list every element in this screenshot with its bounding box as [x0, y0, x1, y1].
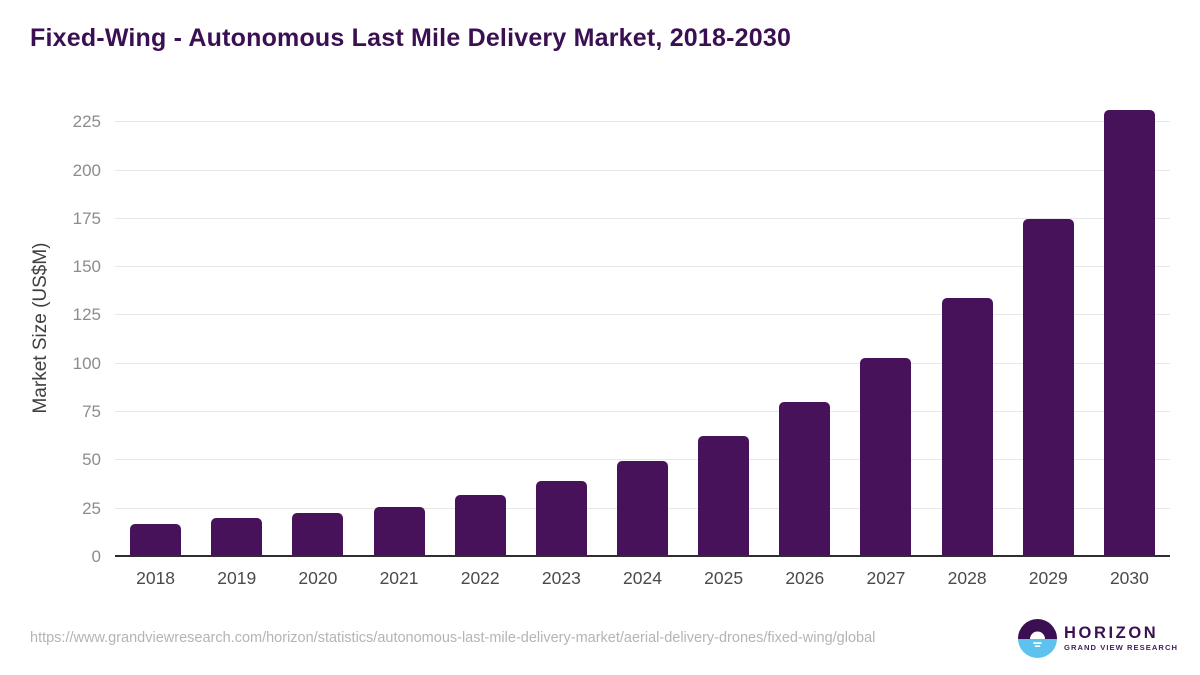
bar-2019	[211, 518, 263, 557]
y-tick-150: 150	[72, 257, 101, 277]
x-label-2029: 2029	[1028, 568, 1068, 588]
x-axis-labels: 2018 2019 2020 2021 2022 2023 2024 2025 2026 2027…	[115, 568, 1170, 594]
x-label-2019: 2019	[217, 568, 257, 588]
bar-2025	[698, 436, 750, 557]
gridline-50	[115, 459, 1170, 461]
bar-2029	[1022, 218, 1074, 557]
x-axis-line	[115, 555, 1170, 557]
horizon-sun-icon	[1018, 619, 1057, 658]
chart-title: Fixed-Wing - Autonomous Last Mile Delive…	[30, 24, 792, 52]
x-label-2020: 2020	[298, 568, 338, 588]
bar-2030	[1103, 109, 1155, 557]
bar-2023	[535, 480, 587, 557]
gridline-125	[115, 314, 1170, 316]
plot-area: 0 25 50 75 100 125 150 175 200 225	[73, 99, 1170, 566]
x-label-2030: 2030	[1109, 568, 1149, 588]
x-label-2026: 2026	[785, 568, 825, 588]
gridline-225	[115, 121, 1170, 123]
x-label-2023: 2023	[541, 568, 581, 588]
source-url: https://www.grandviewresearch.com/horizo…	[30, 630, 876, 646]
bar-2028	[941, 298, 993, 557]
x-label-2018: 2018	[136, 568, 176, 588]
gridline-150	[115, 266, 1170, 268]
logo-tagline: GRAND VIEW RESEARCH	[1064, 643, 1179, 652]
y-tick-200: 200	[72, 160, 101, 180]
y-tick-125: 125	[72, 305, 101, 325]
y-tick-225: 225	[72, 112, 101, 132]
gridline-75	[115, 411, 1170, 413]
y-tick-0: 0	[91, 547, 101, 566]
y-tick-50: 50	[82, 450, 101, 470]
logo-name: HORIZON	[1064, 624, 1159, 642]
x-label-2021: 2021	[379, 568, 419, 588]
x-label-2025: 2025	[704, 568, 744, 588]
bar-2020	[292, 512, 344, 557]
y-tick-100: 100	[72, 353, 101, 373]
gridline-200	[115, 169, 1170, 171]
gridline-175	[115, 217, 1170, 219]
gridline-100	[115, 362, 1170, 364]
bar-2022	[454, 495, 506, 557]
x-label-2027: 2027	[866, 568, 906, 588]
x-label-2028: 2028	[947, 568, 987, 588]
x-label-2022: 2022	[460, 568, 500, 588]
y-tick-75: 75	[82, 402, 101, 422]
y-tick-175: 175	[72, 208, 101, 228]
bar-2024	[617, 461, 668, 557]
bar-2021	[373, 506, 425, 557]
horizon-logo: HORIZON GRAND VIEW RESEARCH	[1018, 619, 1178, 658]
y-axis-title: Market Size (US$M)	[30, 242, 51, 414]
bar-2026	[779, 402, 831, 557]
logo-text: HORIZON GRAND VIEW RESEARCH	[1064, 624, 1178, 653]
x-label-2024: 2024	[623, 568, 662, 588]
y-tick-25: 25	[82, 498, 101, 518]
bar-2018	[130, 524, 182, 557]
bar-2027	[860, 357, 912, 557]
